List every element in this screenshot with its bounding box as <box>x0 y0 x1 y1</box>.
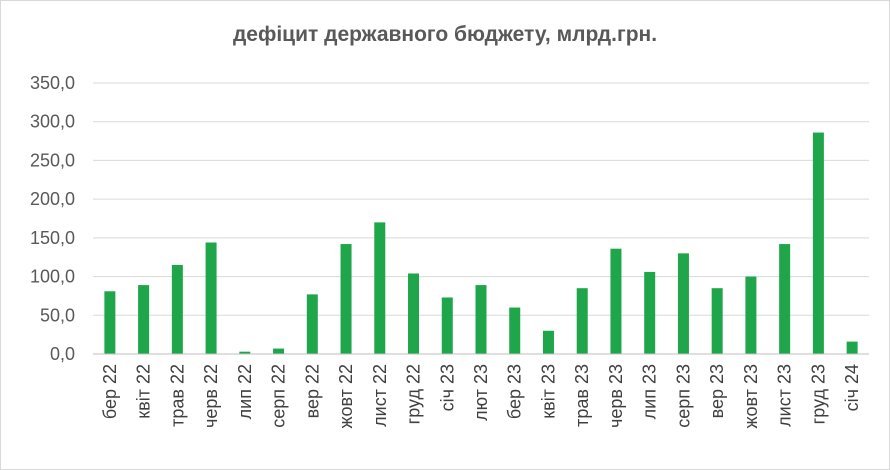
x-tick-label: січ 23 <box>437 364 457 411</box>
x-tick-label: лют 23 <box>471 364 491 421</box>
x-tick-label: лист 23 <box>775 364 795 427</box>
x-tick-label: груд 23 <box>808 364 828 424</box>
bar <box>441 297 453 354</box>
bar <box>846 341 858 354</box>
x-tick-label: черв 22 <box>201 364 221 428</box>
bar <box>644 271 656 354</box>
bar <box>374 222 386 354</box>
bar <box>408 273 420 354</box>
bar <box>509 307 521 354</box>
bar <box>576 288 588 354</box>
bar <box>239 351 251 354</box>
y-axis-ticks: 0,0 50,0 100,0 150,0 200,0 250,0 300,0 350,0 <box>30 73 75 364</box>
x-tick-label: січ 24 <box>842 364 862 411</box>
bar <box>745 276 757 354</box>
x-axis-ticks: бер 22 квіт 22 трав 22 черв 22 лип 22 серп 22… <box>100 364 862 429</box>
x-tick-label: серп 23 <box>673 364 693 428</box>
x-tick-label: жовт 23 <box>741 364 761 429</box>
bar <box>677 253 689 354</box>
bar <box>542 330 554 354</box>
x-tick-label: лип 23 <box>640 364 660 419</box>
x-tick-label: жовт 22 <box>336 364 356 429</box>
bar <box>711 288 723 354</box>
bar <box>104 291 116 354</box>
y-tick-label: 100,0 <box>30 267 75 287</box>
bar <box>610 248 622 354</box>
bar <box>812 132 824 354</box>
bar <box>138 285 150 354</box>
chart-title: дефіцит державного бюджету, млрд.грн. <box>232 23 658 46</box>
x-tick-label: лип 22 <box>235 364 255 419</box>
y-tick-label: 50,0 <box>40 305 75 325</box>
bar <box>779 244 791 354</box>
bar <box>205 242 217 354</box>
x-tick-label: квіт 23 <box>538 364 558 419</box>
bar <box>340 244 352 354</box>
x-tick-label: трав 22 <box>167 364 187 427</box>
x-tick-label: вер 23 <box>707 364 727 418</box>
bar <box>475 285 487 354</box>
y-tick-label: 250,0 <box>30 150 75 170</box>
x-tick-label: бер 23 <box>505 364 525 419</box>
bar <box>171 264 183 354</box>
y-tick-label: 350,0 <box>30 73 75 93</box>
bar <box>306 294 318 354</box>
x-tick-label: лист 22 <box>370 364 390 427</box>
x-tick-label: бер 22 <box>100 364 120 419</box>
x-tick-label: груд 22 <box>404 364 424 424</box>
x-tick-label: вер 22 <box>302 364 322 418</box>
x-tick-label: серп 22 <box>269 364 289 428</box>
bars <box>104 132 858 354</box>
y-tick-label: 150,0 <box>30 228 75 248</box>
bar <box>273 348 285 354</box>
x-tick-label: черв 23 <box>606 364 626 428</box>
x-tick-label: квіт 22 <box>134 364 154 419</box>
y-tick-label: 0,0 <box>50 344 75 364</box>
y-tick-label: 200,0 <box>30 189 75 209</box>
x-tick-label: трав 23 <box>572 364 592 427</box>
y-tick-label: 300,0 <box>30 112 75 132</box>
